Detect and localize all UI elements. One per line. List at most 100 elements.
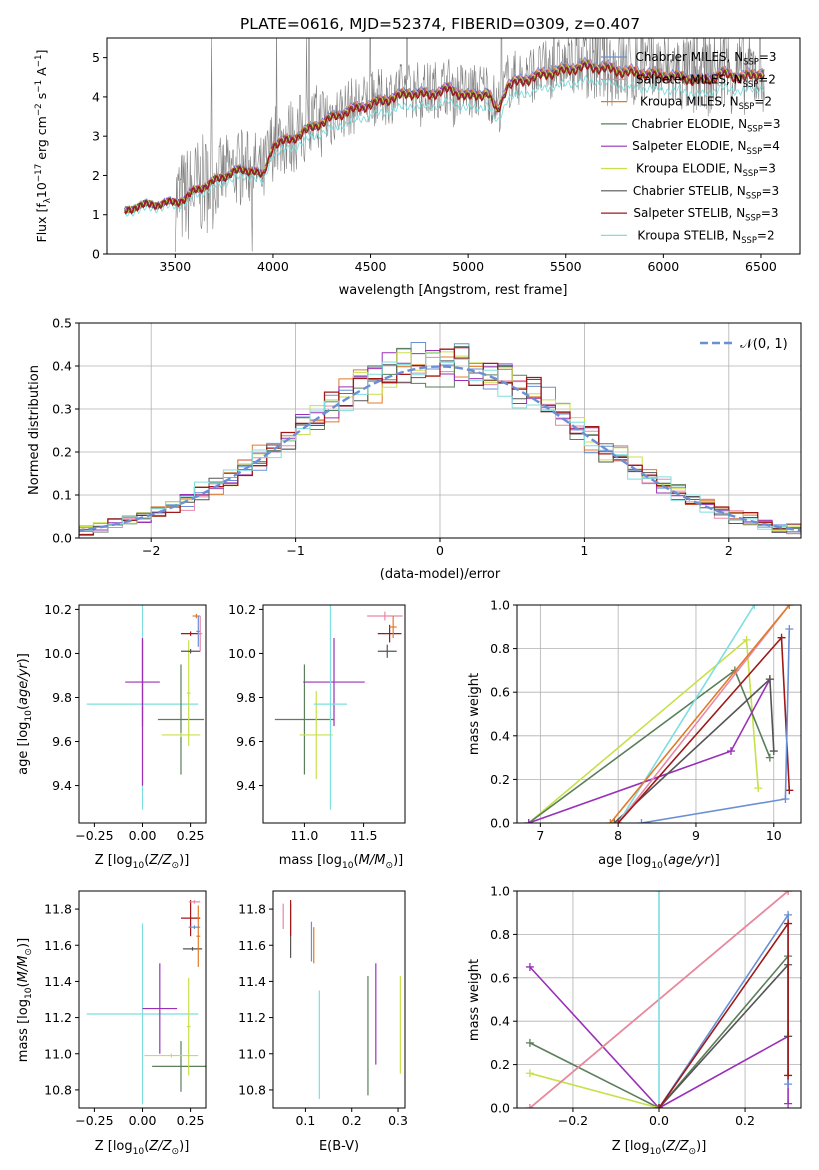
y-tick-label: 9.8 (52, 690, 72, 705)
panel-weight_vs_age: 7 8 9 10 0.0 0.2 0.4 0.6 0.8 1.0 age [log10(age/yr… (467, 598, 802, 871)
plot-area-weight_vs_Z (525, 891, 793, 1108)
model-line-salpeter_stelib (124, 62, 765, 215)
series-line-kroupa_elodie (529, 1072, 660, 1108)
x-tick-label: 11.5 (350, 828, 378, 843)
y-tick-label: 11.4 (44, 974, 72, 989)
series-marker-salpeter_elodie (525, 962, 534, 971)
panel-age_vs_mass: 11.0 11.5 9.4 9.6 9.8 10.0 10.2 mass [log10(M/M… (228, 602, 406, 871)
y-axis-label: age [log10(age/yr)] (16, 653, 34, 775)
series-marker-salpeter_miles (784, 891, 793, 895)
series-marker-chabrier_stelib (769, 747, 778, 756)
series-marker-salpeter_elodie (726, 747, 735, 756)
plot-area-age_vs_mass (274, 605, 403, 810)
x-tick-label: 0.1 (295, 1113, 315, 1128)
y-tick-label: 0.0 (52, 531, 72, 546)
y-tick-label: 11.8 (238, 902, 266, 917)
y-tick-label: 11.2 (44, 1010, 72, 1025)
x-tick-label: −2 (142, 543, 160, 558)
y-tick-label: 11.2 (238, 1010, 266, 1025)
x-tick-label: −0.2 (558, 1113, 588, 1128)
series-marker-chabrier_miles (784, 910, 793, 919)
axes-frame (516, 604, 802, 824)
x-tick-label: 6000 (647, 259, 679, 274)
y-tick-label: 0 (92, 247, 100, 262)
y-tick-label: 0.8 (490, 927, 510, 942)
y-tick-label: 3 (92, 129, 100, 144)
y-tick-label: 11.4 (238, 974, 266, 989)
plot-area-mass_vs_EBV (282, 900, 401, 1099)
y-axis-label: Normed distribution (27, 365, 42, 495)
x-tick-label: 2 (725, 543, 733, 558)
model-line-kroupa_elodie (124, 60, 765, 214)
x-tick-label: 4500 (355, 259, 387, 274)
series-marker-chabrier_miles (781, 795, 790, 804)
series-marker-kroupa_elodie (754, 784, 763, 793)
series-marker-salpeter_stelib (785, 786, 794, 795)
y-tick-label: 9.6 (236, 734, 256, 749)
y-tick-label: 0.0 (490, 816, 510, 831)
legend-label-normal: 𝒩(0, 1) (740, 337, 787, 352)
y-tick-label: 11.6 (238, 938, 266, 953)
x-tick-label: 5500 (550, 259, 582, 274)
axes-frame (262, 604, 406, 824)
axes-frame (272, 890, 406, 1109)
legend-label-salpeter_miles: Salpeter MILES, NSSP=2 (636, 72, 776, 89)
legend-label-salpeter_stelib: Salpeter STELIB, NSSP=3 (633, 206, 778, 223)
y-tick-label: 0.2 (490, 1057, 510, 1072)
panel-mass_vs_Z: −0.25 0.00 0.25 10.8 11.0 11.2 11.4 11.6 11.8 Z [… (16, 890, 207, 1157)
x-tick-label: 0.3 (388, 1113, 408, 1128)
y-tick-label: 0.6 (490, 685, 510, 700)
y-tick-label: 10.0 (44, 646, 72, 661)
series-marker-kroupa_miles (606, 819, 615, 823)
y-tick-label: 11.6 (44, 938, 72, 953)
legend-label-chabrier_stelib: Chabrier STELIB, NSSP=3 (633, 184, 779, 201)
legend-label-kroupa_miles: Kroupa MILES, NSSP=2 (640, 95, 772, 112)
series-marker-chabrier_miles (785, 624, 794, 633)
legend-label-kroupa_stelib: Kroupa STELIB, NSSP=2 (637, 228, 774, 245)
figure-title: PLATE=0616, MJD=52374, FIBERID=0309, z=0… (240, 15, 640, 33)
series-marker-kroupa_stelib (750, 605, 759, 609)
plot-area-age_vs_Z (86, 605, 205, 810)
y-tick-label: 2 (92, 168, 100, 183)
y-tick-label: 1.0 (490, 884, 510, 899)
series-line-salpeter_miles (617, 605, 790, 823)
x-axis-label: wavelength [Angstrom, rest frame] (339, 283, 568, 298)
x-tick-label: 3500 (159, 259, 191, 274)
series-marker-chabrier_miles (637, 819, 646, 823)
series-marker-kroupa_elodie (525, 1069, 534, 1078)
plot-area-mass_vs_Z (86, 900, 206, 1105)
y-tick-label: 0.4 (52, 359, 72, 374)
x-axis-label: Z [log10(Z/Z⊙)] (612, 1139, 707, 1157)
x-tick-label: −1 (286, 543, 304, 558)
y-tick-label: 4 (92, 89, 100, 104)
y-tick-label: 10.8 (44, 1082, 72, 1097)
model-line-salpeter_elodie (124, 60, 765, 214)
series-marker-salpeter_elodie (524, 819, 533, 823)
series-marker-salpeter_stelib (655, 1104, 663, 1108)
y-tick-label: 0.6 (490, 970, 510, 985)
x-tick-label: 7 (536, 828, 544, 843)
panel-age_vs_Z: −0.25 0.00 0.25 9.4 9.6 9.8 10.0 10.2 Z [log10(Z… (16, 602, 207, 871)
legend-label-kroupa_elodie: Kroupa ELODIE, NSSP=3 (636, 162, 776, 179)
x-tick-label: 0.00 (129, 1113, 157, 1128)
y-tick-label: 10.0 (228, 646, 256, 661)
x-axis-label: (data-model)/error (380, 567, 501, 582)
y-tick-label: 1 (92, 207, 100, 222)
x-tick-label: 0 (436, 543, 444, 558)
y-tick-label: 0.1 (52, 488, 72, 503)
y-tick-label: 11.0 (44, 1046, 72, 1061)
y-tick-label: 5 (92, 50, 100, 65)
x-tick-label: 0.2 (735, 1113, 755, 1128)
y-tick-label: 0.0 (490, 1101, 510, 1116)
x-axis-label: Z [log10(Z/Z⊙)] (95, 853, 190, 871)
plot-area-weight_vs_age (524, 605, 794, 823)
x-tick-label: 11.0 (290, 828, 318, 843)
plot-area-residuals (79, 342, 801, 536)
y-tick-label: 0.2 (52, 445, 72, 460)
y-tick-label: 0.5 (52, 316, 72, 331)
x-axis-label: mass [log10(M/M⊙)] (279, 853, 403, 871)
x-tick-label: 10 (766, 828, 782, 843)
x-tick-label: 5000 (452, 259, 484, 274)
series-marker-salpeter_stelib (784, 1071, 793, 1080)
x-tick-label: 0.0 (649, 1113, 669, 1128)
